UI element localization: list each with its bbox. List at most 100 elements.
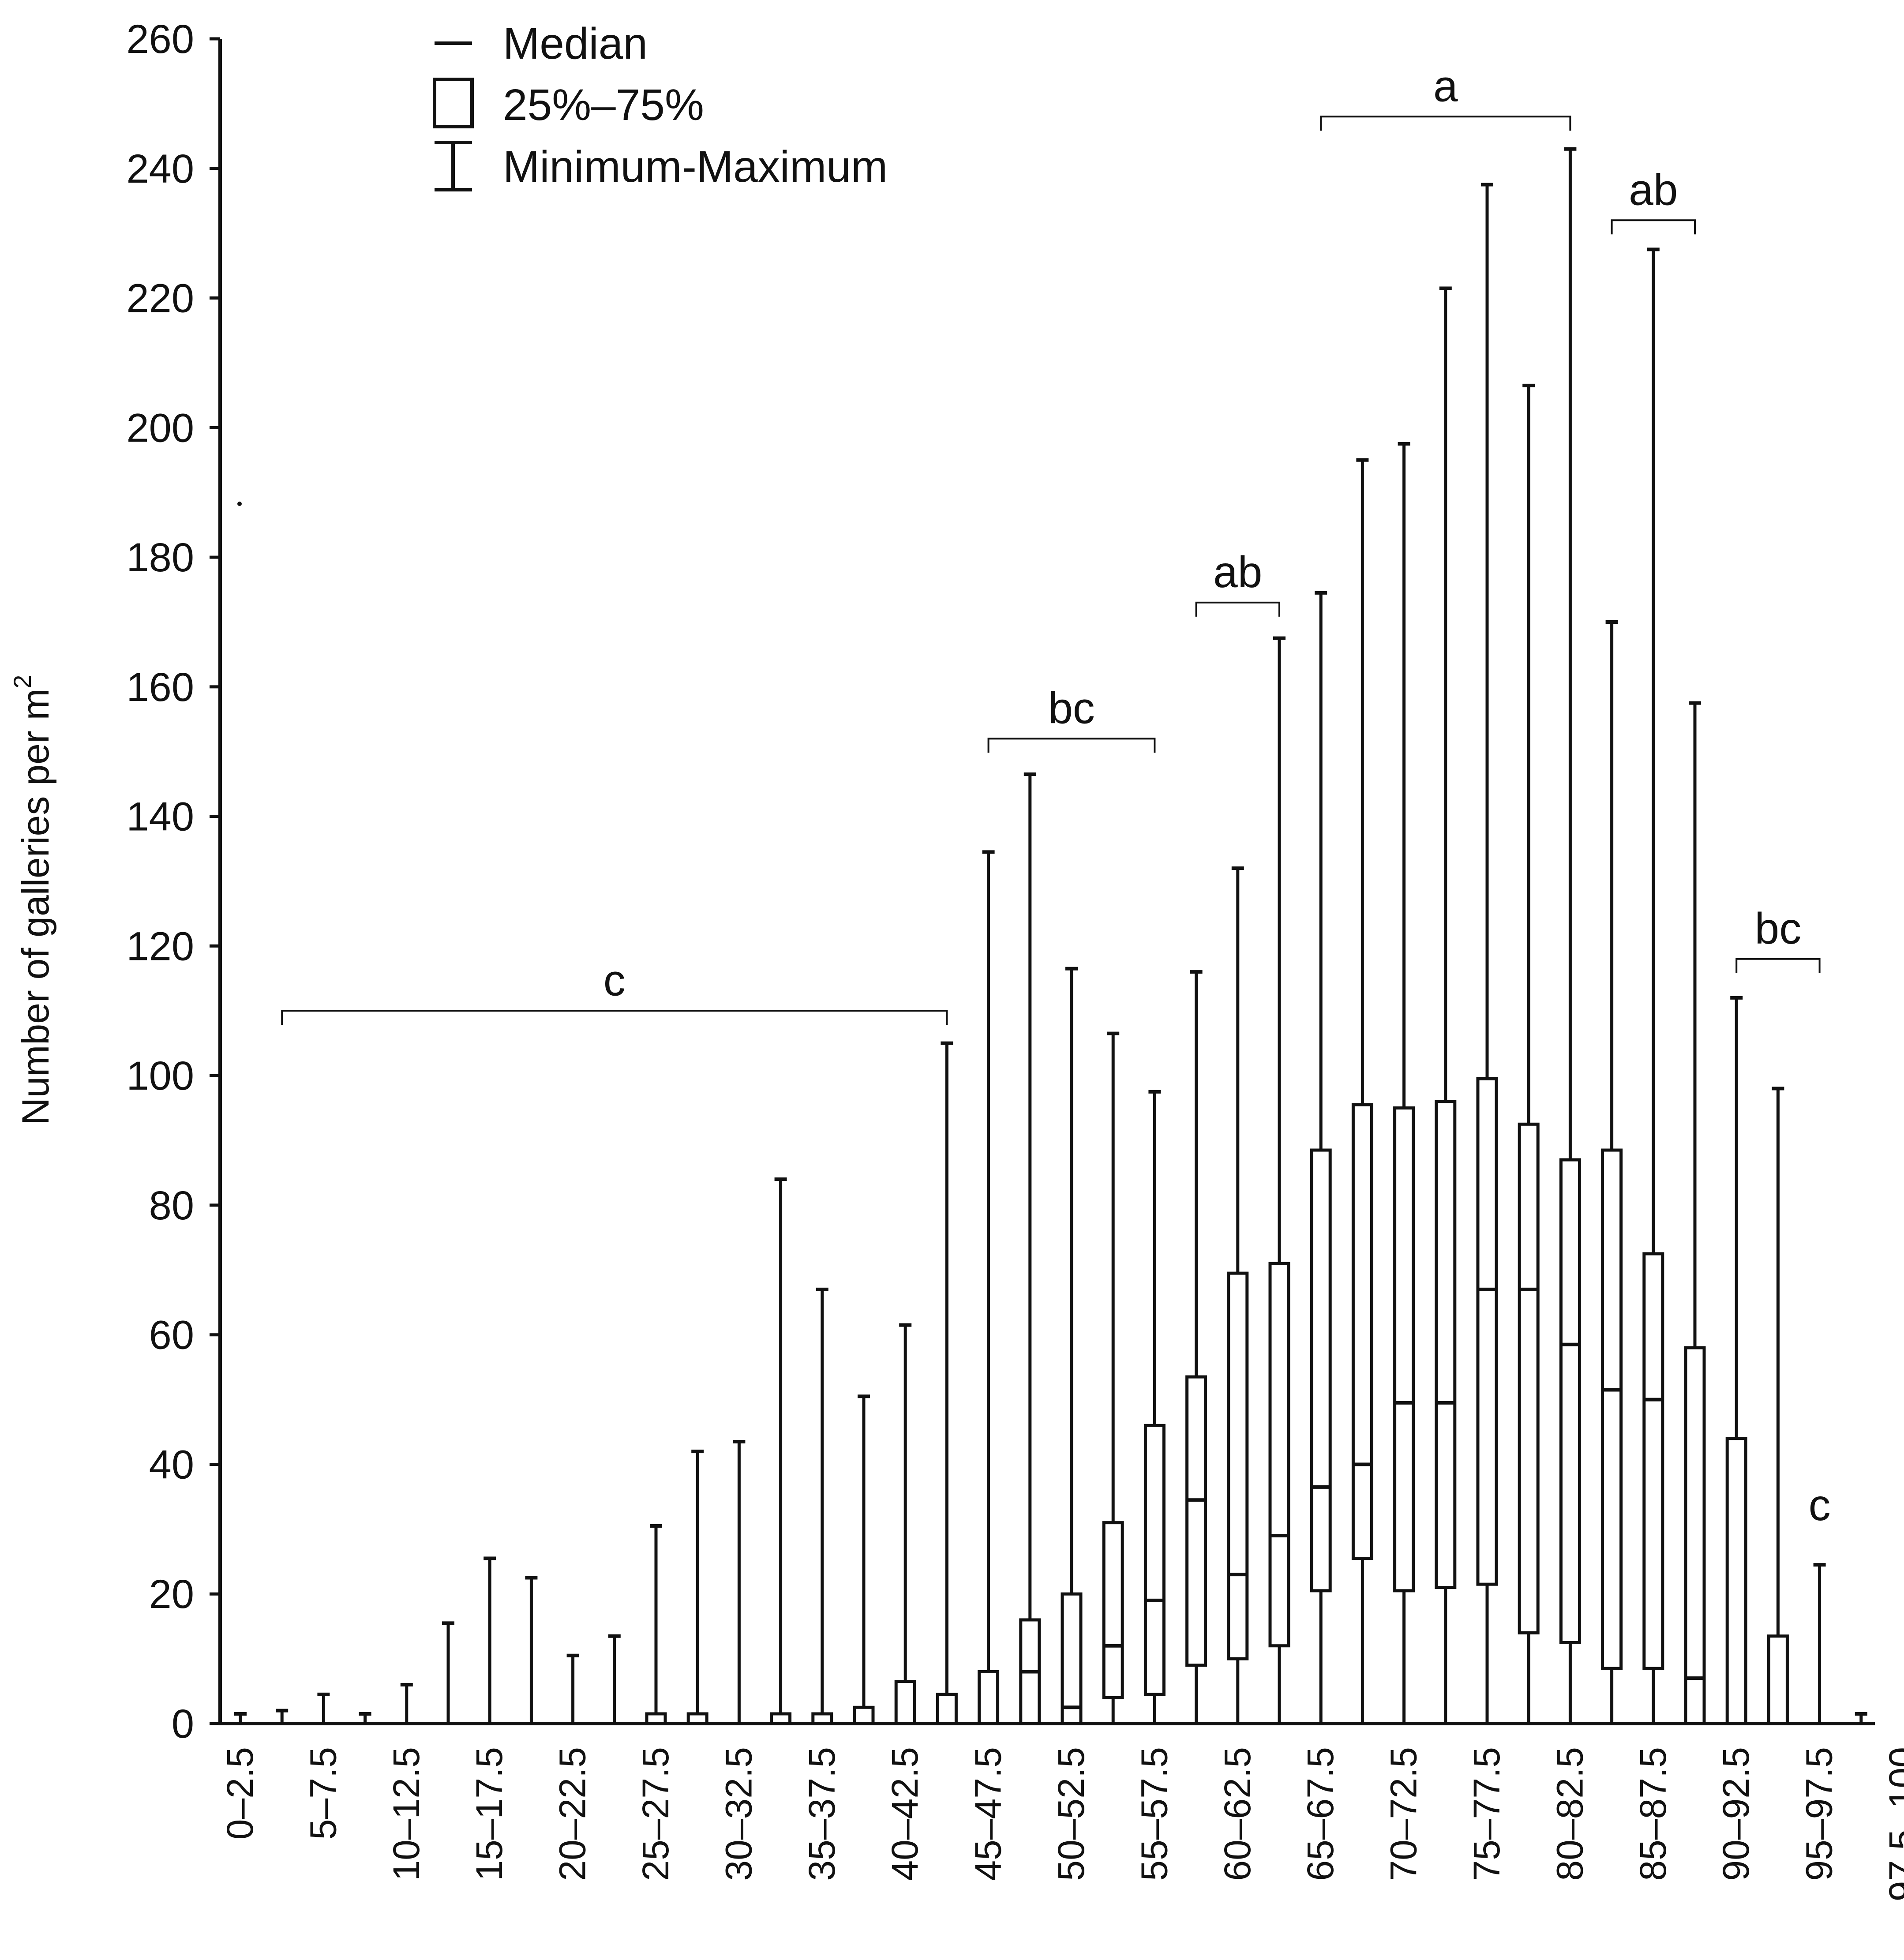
- iqr-box: [853, 1705, 875, 1725]
- iqr-box: [1393, 1106, 1415, 1593]
- box-plot-62.5–65: [1268, 636, 1290, 1724]
- iqr-box: [1518, 1122, 1540, 1634]
- box-plot-87.5–90: [1684, 701, 1706, 1725]
- box-plot-40–42.5: [894, 1323, 916, 1725]
- box-plot-55–57.5: [1143, 1090, 1166, 1724]
- iqr-box: [1227, 1271, 1249, 1660]
- y-tick-label: 80: [149, 1183, 194, 1228]
- group-letter: ab: [1629, 165, 1678, 214]
- box-plot-82.5–85: [1601, 620, 1623, 1724]
- iqr-box: [1102, 1521, 1124, 1699]
- box-plot-50–52.5: [1061, 967, 1083, 1725]
- box-plot-37.5–40: [853, 1394, 875, 1725]
- box-plot-60–62.5: [1227, 866, 1249, 1724]
- group-letter: c: [1809, 1480, 1831, 1530]
- group-bracket: [987, 738, 1156, 753]
- x-category-label: 5–7.5: [302, 1747, 344, 1840]
- box-plot-45–47.5: [978, 850, 1000, 1725]
- x-category-label: 25–27.5: [635, 1747, 676, 1881]
- x-category-label: 45–47.5: [967, 1747, 1009, 1881]
- group-letter: a: [1433, 61, 1458, 111]
- y-tick-label: 220: [127, 276, 195, 321]
- box-plot-7.5–10: [359, 1712, 371, 1724]
- box-plot-90–92.5: [1725, 996, 1747, 1725]
- group-a-3: a: [1320, 61, 1571, 131]
- box-plot-75–77.5: [1476, 183, 1498, 1724]
- x-category-label: 40–42.5: [884, 1747, 926, 1881]
- box-plot-85–87.5: [1642, 247, 1664, 1724]
- x-category-label: 97.5–100: [1882, 1747, 1904, 1901]
- group-bracket: [1320, 116, 1571, 131]
- iqr-box: [1185, 1375, 1207, 1667]
- iqr-box: [1310, 1148, 1332, 1593]
- iqr-box: [1143, 1424, 1166, 1696]
- y-tick-label: 160: [127, 665, 195, 710]
- x-category-label: 90–92.5: [1715, 1747, 1757, 1881]
- y-ticks: 0 20 40 60 80 100 120 140 160 180 200 220 240 260: [127, 17, 220, 1746]
- box-plot-47.5–50: [1019, 772, 1041, 1725]
- iqr-box: [1061, 1592, 1083, 1725]
- group-bc-1: bc: [987, 683, 1156, 753]
- iqr-box: [1642, 1252, 1664, 1670]
- box-plot-10–12.5: [400, 1683, 413, 1724]
- x-category-label: 55–57.5: [1133, 1747, 1175, 1881]
- legend-box-label: 25%–75%: [503, 80, 704, 130]
- box-plot-65–67.5: [1310, 591, 1332, 1724]
- iqr-box: [1559, 1158, 1581, 1644]
- y-tick-label: 240: [127, 146, 195, 191]
- box-plot-70–72.5: [1393, 442, 1415, 1724]
- stray-mark: [237, 502, 242, 506]
- iqr-box: [1767, 1634, 1789, 1725]
- box-plot-42.5–45: [936, 1041, 958, 1725]
- group-letter: bc: [1048, 683, 1095, 733]
- box-plot-27.5–30: [686, 1450, 708, 1725]
- y-tick-label: 20: [149, 1572, 194, 1617]
- group-c-6: c: [1809, 1480, 1831, 1530]
- box-plot-32.5–35: [770, 1177, 792, 1725]
- y-tick-label: 120: [127, 924, 195, 969]
- y-tick-label: 40: [149, 1442, 194, 1487]
- box-plot-97.5–100: [1855, 1712, 1867, 1724]
- y-axis-title-superscript: 2: [8, 675, 36, 689]
- box-plot-95–97.5: [1813, 1563, 1826, 1724]
- iqr-box: [978, 1670, 1000, 1725]
- iqr-box: [894, 1680, 916, 1725]
- x-category-label: 80–82.5: [1549, 1747, 1590, 1881]
- box-plot-17.5–20: [525, 1576, 538, 1724]
- group-c-0: c: [281, 956, 948, 1025]
- box-plot-72.5–75: [1435, 286, 1457, 1724]
- y-tick-label: 180: [127, 535, 195, 580]
- legend: Median 25%–75% Minimum-Maximum: [433, 19, 888, 191]
- significance-groups: c bc ab a ab bc c: [281, 61, 1831, 1530]
- box-plot-20–22.5: [566, 1653, 579, 1724]
- x-category-label: 30–32.5: [718, 1747, 759, 1881]
- box-plot-57.5–60: [1185, 970, 1207, 1724]
- iqr-box: [1435, 1100, 1457, 1589]
- x-category-label: 85–87.5: [1632, 1747, 1674, 1881]
- y-tick-label: 140: [127, 794, 195, 839]
- x-category-label: 35–37.5: [801, 1747, 843, 1881]
- iqr-box: [936, 1693, 958, 1725]
- group-bracket: [1195, 601, 1280, 617]
- box-plot-52.5–55: [1102, 1031, 1124, 1724]
- x-category-label: 95–97.5: [1799, 1747, 1840, 1881]
- legend-median-label: Median: [503, 19, 648, 68]
- x-category-label: 10–12.5: [386, 1747, 427, 1881]
- box-plot-2.5–5: [276, 1709, 289, 1724]
- box-plot-30–32.5: [733, 1440, 746, 1724]
- box-plot-35–37.5: [811, 1287, 833, 1725]
- group-letter: ab: [1213, 547, 1262, 597]
- box-plots: [234, 147, 1867, 1725]
- box-plot-5–7.5: [317, 1692, 330, 1724]
- x-category-label: 70–72.5: [1383, 1747, 1424, 1881]
- x-category-label: 15–17.5: [469, 1747, 510, 1881]
- iqr-box: [1725, 1437, 1747, 1725]
- iqr-box: [1268, 1262, 1290, 1648]
- group-letter: c: [603, 956, 626, 1005]
- y-tick-label: 200: [127, 405, 195, 450]
- group-bracket: [281, 1010, 948, 1025]
- y-axis-title-text: Number of galleries per m: [15, 689, 57, 1125]
- x-category-label: 20–22.5: [552, 1747, 593, 1881]
- y-tick-label: 0: [172, 1701, 194, 1746]
